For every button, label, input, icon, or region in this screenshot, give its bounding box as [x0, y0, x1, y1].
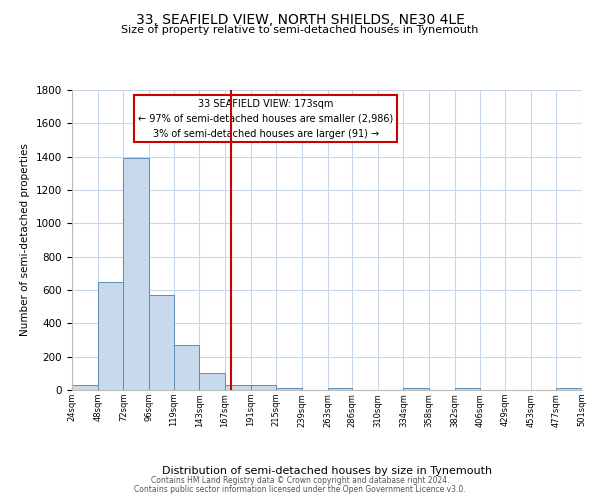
Text: 33, SEAFIELD VIEW, NORTH SHIELDS, NE30 4LE: 33, SEAFIELD VIEW, NORTH SHIELDS, NE30 4…: [136, 12, 464, 26]
Bar: [98, 282, 124, 390]
Bar: [455, 388, 481, 390]
Text: Size of property relative to semi-detached houses in Tynemouth: Size of property relative to semi-detach…: [121, 25, 479, 35]
Bar: [124, 158, 149, 390]
Bar: [149, 295, 173, 390]
Bar: [328, 388, 352, 390]
Bar: [199, 372, 225, 390]
Y-axis label: Number of semi-detached properties: Number of semi-detached properties: [20, 144, 31, 336]
Bar: [276, 388, 302, 390]
Text: 33 SEAFIELD VIEW: 173sqm
← 97% of semi-detached houses are smaller (2,986)
3% of: 33 SEAFIELD VIEW: 173sqm ← 97% of semi-d…: [138, 99, 394, 138]
Bar: [403, 388, 429, 390]
X-axis label: Distribution of semi-detached houses by size in Tynemouth: Distribution of semi-detached houses by …: [162, 466, 492, 475]
Bar: [72, 385, 98, 390]
Bar: [173, 345, 199, 390]
Bar: [225, 385, 251, 390]
Bar: [251, 385, 276, 390]
Bar: [556, 388, 582, 390]
Text: Contains HM Land Registry data © Crown copyright and database right 2024.: Contains HM Land Registry data © Crown c…: [151, 476, 449, 485]
Text: Contains public sector information licensed under the Open Government Licence v3: Contains public sector information licen…: [134, 485, 466, 494]
